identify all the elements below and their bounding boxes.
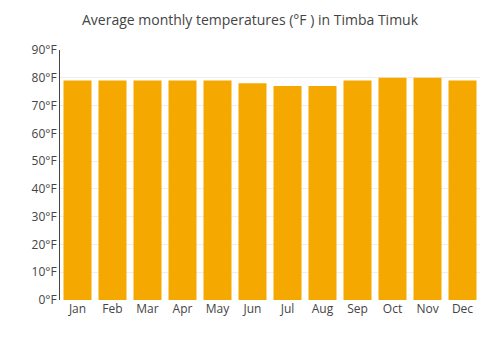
svg-text:Apr: Apr <box>173 300 193 317</box>
svg-text:Jun: Jun <box>243 300 262 317</box>
svg-text:Oct: Oct <box>383 300 402 317</box>
svg-text:Nov: Nov <box>416 300 438 317</box>
svg-text:Mar: Mar <box>136 300 158 317</box>
svg-text:80°F: 80°F <box>32 69 57 86</box>
svg-text:60°F: 60°F <box>32 125 57 142</box>
svg-text:40°F: 40°F <box>32 180 57 197</box>
svg-text:Sep: Sep <box>347 300 368 317</box>
svg-text:Average monthly temperatures (: Average monthly temperatures (°F ) in Ti… <box>82 10 419 29</box>
svg-text:50°F: 50°F <box>32 152 57 169</box>
svg-text:10°F: 10°F <box>32 263 57 280</box>
svg-text:Feb: Feb <box>102 300 122 317</box>
svg-text:30°F: 30°F <box>32 208 57 225</box>
svg-text:May: May <box>206 300 230 317</box>
svg-text:70°F: 70°F <box>32 97 57 114</box>
svg-text:90°F: 90°F <box>32 41 57 58</box>
svg-text:0°F: 0°F <box>38 291 56 308</box>
svg-text:Jul: Jul <box>280 300 295 317</box>
svg-text:Jan: Jan <box>68 300 86 317</box>
svg-text:Aug: Aug <box>312 300 334 317</box>
svg-text:20°F: 20°F <box>32 236 57 253</box>
svg-text:Dec: Dec <box>452 300 473 317</box>
